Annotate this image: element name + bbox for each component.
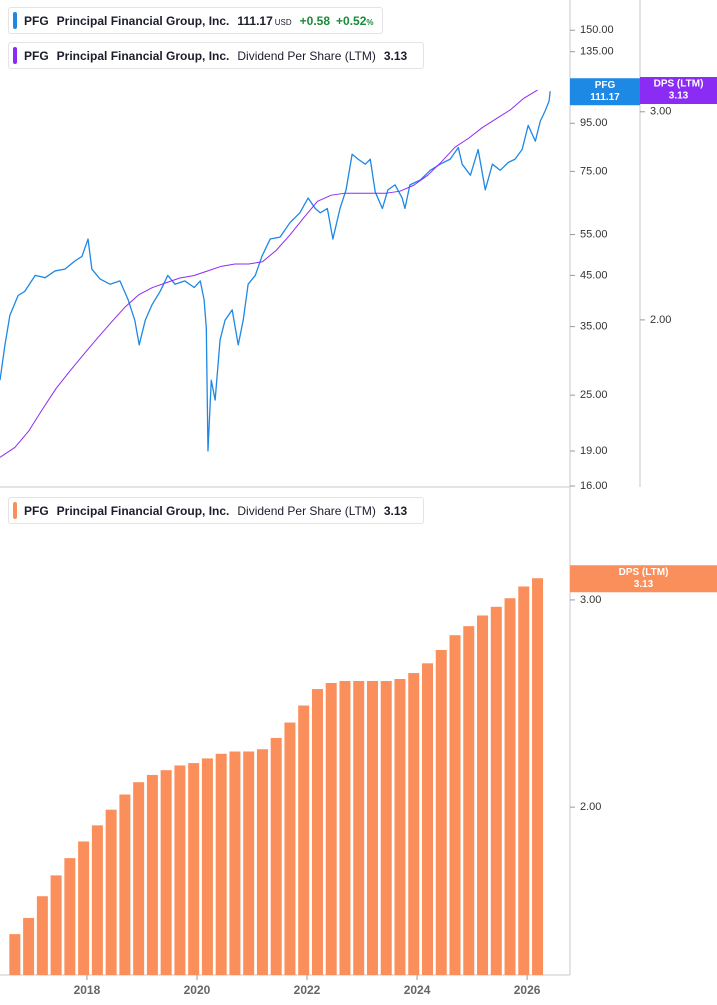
legend-entry: PFG Principal Financial Group, Inc. Divide…	[8, 497, 425, 524]
legend-name: Principal Financial Group, Inc.	[56, 48, 230, 63]
bar	[311, 689, 323, 975]
y-tick-label: 55.00	[580, 228, 608, 240]
bar	[435, 649, 447, 975]
bar	[36, 896, 48, 975]
legend-value: 3.13	[383, 503, 408, 518]
bar	[353, 680, 365, 975]
legend-name: Principal Financial Group, Inc.	[56, 13, 230, 28]
axis-badge-value: 3.13	[669, 91, 689, 102]
bar	[229, 751, 241, 975]
axis-badge-label: DPS (LTM)	[654, 79, 704, 90]
axis-badge-label: PFG	[595, 80, 616, 91]
bar	[325, 682, 337, 975]
bar	[243, 751, 255, 975]
x-tick-label: 2022	[294, 983, 321, 997]
bar	[394, 678, 406, 975]
bar	[366, 680, 378, 975]
legend-pct-sign: %	[366, 17, 374, 27]
bar	[518, 586, 530, 975]
x-tick-label: 2026	[514, 983, 541, 997]
legend-value: 3.13	[383, 48, 408, 63]
legend: PFG Principal Financial Group, Inc. 111.17…	[8, 7, 425, 69]
legend-name: Principal Financial Group, Inc.	[56, 503, 230, 518]
bar	[215, 753, 227, 975]
legend-swatch	[13, 12, 17, 29]
bar	[174, 765, 186, 975]
legend-metric: Dividend Per Share (LTM)	[237, 48, 376, 63]
bar	[160, 770, 172, 975]
axis-badge	[570, 78, 640, 106]
bar	[23, 917, 35, 975]
bar	[50, 875, 62, 975]
bar	[477, 615, 489, 975]
legend-ticker: PFG	[24, 48, 49, 63]
bar	[298, 705, 310, 975]
bar	[256, 749, 268, 975]
bar	[201, 758, 213, 975]
bar	[78, 841, 90, 975]
y2-tick-label: 2.00	[650, 314, 671, 326]
bar	[9, 934, 21, 975]
bar	[270, 737, 282, 975]
legend: PFG Principal Financial Group, Inc. Divide…	[8, 497, 425, 524]
bar	[490, 606, 502, 975]
y-tick-label: 35.00	[580, 320, 608, 332]
legend-value: 111.17	[237, 13, 273, 28]
y-tick-label: 45.00	[580, 269, 608, 281]
axis-badge	[570, 565, 717, 593]
bar	[463, 626, 475, 975]
y-tick-label: 19.00	[580, 445, 608, 457]
y-tick-label: 150.00	[580, 24, 614, 36]
line	[0, 89, 538, 458]
y-tick-label: 95.00	[580, 117, 608, 129]
bar	[380, 680, 392, 975]
legend-swatch	[13, 47, 17, 64]
y-tick-label: 135.00	[580, 46, 614, 58]
bar	[146, 774, 158, 975]
legend-change-pct: +0.52	[336, 13, 367, 28]
bar	[105, 809, 117, 975]
y2-tick-label: 3.00	[650, 106, 671, 118]
axis-badge	[640, 77, 717, 105]
bar	[284, 722, 296, 975]
bar	[339, 680, 351, 975]
legend-ticker: PFG	[24, 503, 49, 518]
bar	[532, 578, 544, 975]
bar	[504, 598, 516, 975]
bar	[422, 663, 433, 975]
bar	[449, 635, 461, 975]
bar	[408, 673, 420, 975]
y-tick-label: 3.00	[580, 594, 601, 606]
bar	[133, 782, 145, 975]
x-tick-label: 2020	[184, 983, 211, 997]
legend-ticker: PFG	[24, 13, 49, 28]
legend-currency: USD	[274, 17, 292, 27]
y-tick-label: 25.00	[580, 389, 608, 401]
legend-change: +0.58	[299, 13, 331, 28]
y-tick-label: 2.00	[580, 801, 601, 813]
legend-entry: PFG Principal Financial Group, Inc. 111.17…	[8, 7, 383, 34]
axis-badge-label: DPS (LTM)	[619, 567, 669, 578]
axis-badge-value: 111.17	[590, 92, 620, 103]
bar	[188, 763, 200, 975]
y-tick-label: 75.00	[580, 165, 608, 177]
bar	[64, 858, 76, 975]
y-tick-label: 16.00	[580, 480, 608, 492]
axis-badge-value: 3.13	[634, 579, 654, 590]
x-tick-label: 2018	[74, 983, 101, 997]
bar	[119, 794, 131, 975]
legend-swatch	[13, 502, 17, 519]
line	[0, 91, 551, 452]
bar	[91, 825, 103, 975]
x-tick-label: 2024	[404, 983, 431, 997]
legend-entry: PFG Principal Financial Group, Inc. Divide…	[8, 42, 425, 69]
legend-metric: Dividend Per Share (LTM)	[237, 503, 376, 518]
